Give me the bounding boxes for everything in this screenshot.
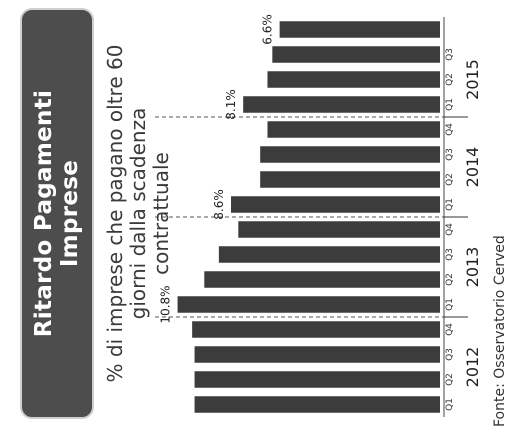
tick-label-7: Q3 xyxy=(445,248,455,261)
tick-label-13: Q1 xyxy=(445,98,455,111)
data-label-3: 8.1% xyxy=(224,89,238,120)
tick-label-11: Q3 xyxy=(445,148,455,161)
bar-11 xyxy=(260,146,440,163)
bar-7 xyxy=(218,246,440,263)
tick-label-2: Q2 xyxy=(445,373,455,386)
year-label-2012: 2012 xyxy=(463,347,482,388)
tick-label-8: Q4 xyxy=(445,223,455,236)
tick-label-9: Q1 xyxy=(445,198,455,211)
data-label-1: 10.8% xyxy=(159,285,173,323)
bar-8 xyxy=(238,221,440,238)
tick-label-14: Q2 xyxy=(445,73,455,86)
bar-1 xyxy=(194,396,440,413)
tick-label-1: Q1 xyxy=(445,398,455,411)
year-label-2013: 2013 xyxy=(463,247,482,288)
tick-label-4: Q4 xyxy=(445,323,455,336)
bar-3 xyxy=(194,346,440,363)
tick-label-3: Q3 xyxy=(445,348,455,361)
tick-label-6: Q2 xyxy=(445,273,455,286)
bar-10 xyxy=(260,171,440,188)
tick-label-12: Q4 xyxy=(445,123,455,136)
bar-9 xyxy=(231,196,440,213)
bar-16 xyxy=(279,21,440,38)
year-label-2015: 2015 xyxy=(463,59,482,100)
tick-label-5: Q1 xyxy=(445,298,455,311)
bar-5 xyxy=(177,296,440,313)
bar-4 xyxy=(192,321,440,338)
data-label-4: 6.6% xyxy=(261,14,275,45)
tick-label-15: Q3 xyxy=(445,48,455,61)
bar-14 xyxy=(267,71,440,88)
bar-15 xyxy=(272,46,440,63)
year-label-2014: 2014 xyxy=(463,147,482,188)
bar-6 xyxy=(204,271,440,288)
data-label-2: 8.6% xyxy=(212,189,226,220)
bar-12 xyxy=(267,121,440,138)
tick-label-10: Q2 xyxy=(445,173,455,186)
bar-2 xyxy=(194,371,440,388)
bar-13 xyxy=(243,96,440,113)
source-note: Fonte: Osservatorio Cerved xyxy=(492,235,508,427)
